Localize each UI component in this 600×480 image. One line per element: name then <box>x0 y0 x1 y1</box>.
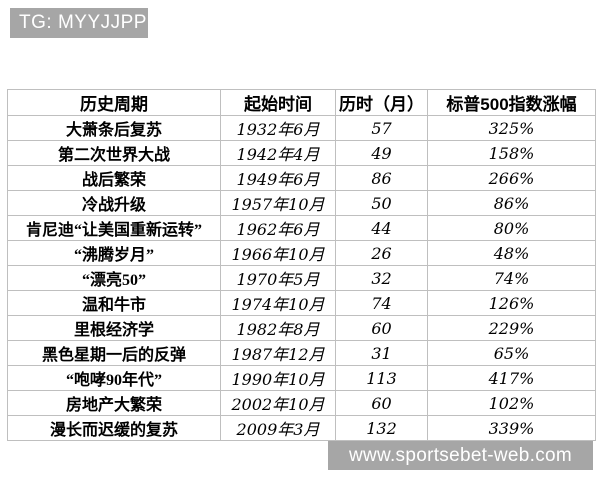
cycle-cell: 冷战升级 <box>7 190 221 216</box>
cycle-cell: 房地产大繁荣 <box>7 390 221 416</box>
start-date-cell: 1966年10月 <box>220 240 336 266</box>
gain-cell: 74% <box>427 265 596 291</box>
duration-cell: 49 <box>335 140 428 166</box>
duration-cell: 60 <box>335 390 428 416</box>
table-row: 黑色星期一后的反弹 1987年12月 31 65% <box>7 340 596 366</box>
duration-cell: 113 <box>335 365 428 391</box>
cycle-cell: “沸腾岁月” <box>7 240 221 266</box>
tg-watermark-label: TG: MYYJJPP <box>19 12 147 33</box>
gain-cell: 229% <box>427 315 596 341</box>
website-watermark-label: www.sportsebet-web.com <box>348 444 573 466</box>
cycle-cell: 肯尼迪“让美国重新运转” <box>7 215 221 241</box>
gain-cell: 126% <box>427 290 596 316</box>
cycle-cell: 黑色星期一后的反弹 <box>7 340 221 366</box>
table-body: 大萧条后复苏 1932年6月 57 325% 第二次世界大战 1942年4月 49 158% 战… <box>7 115 596 441</box>
gain-cell: 266% <box>427 165 596 191</box>
gain-cell: 158% <box>427 140 596 166</box>
table-row: 大萧条后复苏 1932年6月 57 325% <box>7 115 596 141</box>
table-row: “沸腾岁月” 1966年10月 26 48% <box>7 240 596 266</box>
gain-cell: 417% <box>427 365 596 391</box>
table-row: “漂亮50” 1970年5月 32 74% <box>7 265 596 291</box>
gain-cell: 80% <box>427 215 596 241</box>
tg-watermark-badge: TG: MYYJJPP <box>10 8 148 38</box>
table-row: “咆哮90年代” 1990年10月 113 417% <box>7 365 596 391</box>
cycle-cell: “咆哮90年代” <box>7 365 221 391</box>
cycle-cell: 第二次世界大战 <box>7 140 221 166</box>
start-date-cell: 1987年12月 <box>220 340 336 366</box>
start-date-cell: 1942年4月 <box>220 140 336 166</box>
start-date-cell: 1982年8月 <box>220 315 336 341</box>
column-header-sp500-gain: 标普500指数涨幅 <box>427 89 596 116</box>
table-row: 第二次世界大战 1942年4月 49 158% <box>7 140 596 166</box>
gain-cell: 86% <box>427 190 596 216</box>
table-header-row: 历史周期 起始时间 历时（月） 标普500指数涨幅 <box>7 89 596 116</box>
gain-cell: 339% <box>427 415 596 441</box>
duration-cell: 32 <box>335 265 428 291</box>
column-header-duration-months: 历时（月） <box>335 89 428 116</box>
cycle-cell: 大萧条后复苏 <box>7 115 221 141</box>
start-date-cell: 1970年5月 <box>220 265 336 291</box>
start-date-cell: 1957年10月 <box>220 190 336 216</box>
gain-cell: 48% <box>427 240 596 266</box>
cycle-cell: 漫长而迟缓的复苏 <box>7 415 221 441</box>
gain-cell: 102% <box>427 390 596 416</box>
table-row: 战后繁荣 1949年6月 86 266% <box>7 165 596 191</box>
start-date-cell: 2009年3月 <box>220 415 336 441</box>
duration-cell: 44 <box>335 215 428 241</box>
gain-cell: 65% <box>427 340 596 366</box>
duration-cell: 57 <box>335 115 428 141</box>
start-date-cell: 1974年10月 <box>220 290 336 316</box>
duration-cell: 31 <box>335 340 428 366</box>
start-date-cell: 1962年6月 <box>220 215 336 241</box>
start-date-cell: 1990年10月 <box>220 365 336 391</box>
cycle-cell: 战后繁荣 <box>7 165 221 191</box>
table-row: 漫长而迟缓的复苏 2009年3月 132 339% <box>7 415 596 441</box>
table-row: 房地产大繁荣 2002年10月 60 102% <box>7 390 596 416</box>
start-date-cell: 2002年10月 <box>220 390 336 416</box>
duration-cell: 60 <box>335 315 428 341</box>
duration-cell: 50 <box>335 190 428 216</box>
website-watermark-badge: www.sportsebet-web.com <box>328 441 593 470</box>
duration-cell: 86 <box>335 165 428 191</box>
duration-cell: 132 <box>335 415 428 441</box>
start-date-cell: 1949年6月 <box>220 165 336 191</box>
cycle-cell: 温和牛市 <box>7 290 221 316</box>
table-row: 肯尼迪“让美国重新运转” 1962年6月 44 80% <box>7 215 596 241</box>
gain-cell: 325% <box>427 115 596 141</box>
cycle-cell: “漂亮50” <box>7 265 221 291</box>
cycle-cell: 里根经济学 <box>7 315 221 341</box>
history-cycles-table: 历史周期 起始时间 历时（月） 标普500指数涨幅 大萧条后复苏 1932年6月 5… <box>7 89 596 441</box>
start-date-cell: 1932年6月 <box>220 115 336 141</box>
column-header-cycle: 历史周期 <box>7 89 221 116</box>
table-row: 温和牛市 1974年10月 74 126% <box>7 290 596 316</box>
column-header-start-date: 起始时间 <box>220 89 336 116</box>
duration-cell: 74 <box>335 290 428 316</box>
table-row: 里根经济学 1982年8月 60 229% <box>7 315 596 341</box>
duration-cell: 26 <box>335 240 428 266</box>
table-row: 冷战升级 1957年10月 50 86% <box>7 190 596 216</box>
